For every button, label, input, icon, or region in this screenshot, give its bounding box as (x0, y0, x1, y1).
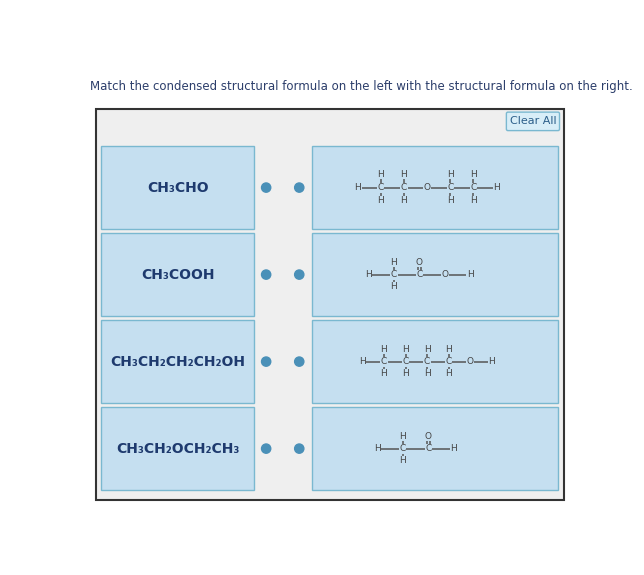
Circle shape (294, 270, 304, 279)
Text: H: H (365, 270, 372, 279)
Text: H: H (390, 282, 397, 292)
Circle shape (294, 183, 304, 192)
Text: H: H (381, 345, 387, 354)
Text: C: C (416, 270, 422, 279)
Text: H: H (445, 345, 452, 354)
Text: H: H (470, 170, 477, 179)
Text: H: H (374, 444, 381, 453)
Text: H: H (470, 196, 477, 205)
Text: O: O (441, 270, 448, 279)
Text: CH₃CH₂OCH₂CH₃: CH₃CH₂OCH₂CH₃ (116, 442, 240, 455)
Text: O: O (424, 183, 431, 192)
Text: H: H (467, 270, 473, 279)
Text: H: H (377, 170, 384, 179)
FancyBboxPatch shape (101, 320, 254, 403)
Text: H: H (447, 170, 453, 179)
Text: C: C (425, 444, 431, 453)
Circle shape (261, 444, 270, 453)
FancyBboxPatch shape (101, 146, 254, 229)
FancyBboxPatch shape (101, 233, 254, 316)
FancyBboxPatch shape (312, 146, 558, 229)
FancyBboxPatch shape (312, 233, 558, 316)
Circle shape (261, 357, 270, 366)
Text: CH₃COOH: CH₃COOH (141, 267, 214, 282)
Text: C: C (401, 183, 407, 192)
Text: H: H (359, 357, 366, 366)
Text: H: H (447, 196, 453, 205)
Text: H: H (401, 196, 408, 205)
FancyBboxPatch shape (96, 109, 564, 500)
FancyBboxPatch shape (101, 407, 254, 490)
Text: C: C (391, 270, 397, 279)
Text: H: H (390, 258, 397, 267)
Text: H: H (424, 345, 430, 354)
Text: H: H (381, 369, 387, 378)
Text: H: H (399, 432, 406, 441)
Circle shape (294, 357, 304, 366)
Text: H: H (402, 345, 409, 354)
Text: H: H (450, 444, 457, 453)
Text: H: H (377, 196, 384, 205)
Circle shape (294, 444, 304, 453)
Text: Match the condensed structural formula on the left with the structural formula o: Match the condensed structural formula o… (90, 80, 632, 93)
Text: C: C (446, 357, 451, 366)
Text: H: H (402, 369, 409, 378)
Text: H: H (401, 170, 408, 179)
Text: H: H (488, 357, 495, 366)
Text: O: O (467, 357, 474, 366)
Text: C: C (424, 357, 430, 366)
Text: H: H (493, 183, 500, 192)
Text: O: O (425, 432, 431, 441)
Text: C: C (378, 183, 384, 192)
Text: C: C (402, 357, 409, 366)
Text: O: O (416, 258, 423, 267)
Circle shape (261, 270, 270, 279)
FancyBboxPatch shape (506, 112, 560, 131)
Text: C: C (470, 183, 477, 192)
Text: CH₃CH₂CH₂CH₂OH: CH₃CH₂CH₂CH₂OH (110, 355, 245, 369)
Text: C: C (400, 444, 406, 453)
Text: CH₃CHO: CH₃CHO (147, 181, 209, 194)
Text: H: H (354, 183, 361, 192)
FancyBboxPatch shape (312, 320, 558, 403)
FancyBboxPatch shape (312, 407, 558, 490)
Circle shape (261, 183, 270, 192)
Text: C: C (381, 357, 387, 366)
Text: Clear All: Clear All (509, 116, 556, 126)
Text: C: C (447, 183, 453, 192)
Text: H: H (445, 369, 452, 378)
Text: H: H (424, 369, 430, 378)
Text: H: H (399, 457, 406, 465)
